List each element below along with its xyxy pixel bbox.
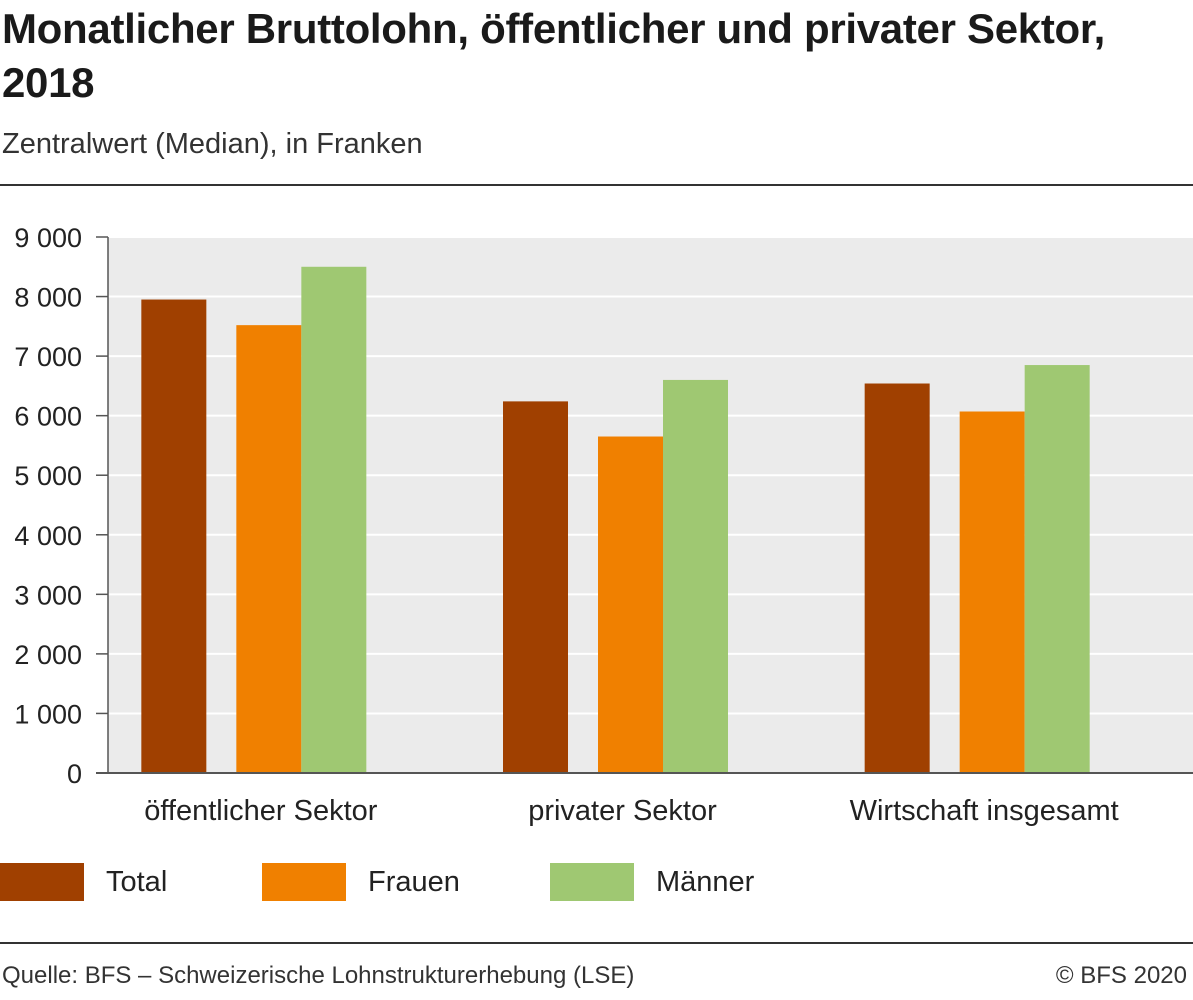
legend-swatch: [550, 863, 634, 901]
bottom-divider: [0, 942, 1193, 944]
x-category-label: privater Sektor: [528, 795, 717, 827]
bar: [959, 411, 1025, 773]
legend-label: Männer: [656, 865, 755, 898]
y-tick-label: 1 000: [14, 699, 82, 729]
y-tick-label: 9 000: [14, 223, 82, 253]
bar: [663, 379, 728, 773]
y-tick-label: 7 000: [14, 342, 82, 372]
bar-chart: 0 1 000 2 000 3 000 4 000 5 000 6 000 7 000 8 00…: [14, 223, 1193, 827]
bar: [598, 436, 663, 773]
legend-swatch: [262, 863, 346, 901]
legend-item: Total: [0, 860, 167, 904]
bar: [864, 383, 930, 773]
legend-item: Frauen: [262, 860, 460, 904]
y-tick-label: 3 000: [14, 580, 82, 610]
bar: [236, 325, 302, 773]
top-divider: [0, 184, 1193, 186]
chart-title: Monatlicher Bruttolohn, öffentlicher und…: [2, 5, 1105, 106]
copyright-note: © BFS 2020: [1055, 962, 1187, 989]
chart-subtitle: Zentralwert (Median), in Franken: [2, 128, 423, 160]
y-tick-label: 8 000: [14, 283, 82, 313]
y-tick-label: 6 000: [14, 402, 82, 432]
legend-label: Frauen: [368, 865, 460, 898]
x-category-label: Wirtschaft insgesamt: [850, 795, 1119, 827]
x-category-label: öffentlicher Sektor: [144, 795, 378, 827]
legend-item: Männer: [550, 860, 754, 904]
y-tick-label: 2 000: [14, 640, 82, 670]
bar: [503, 401, 568, 773]
bar: [141, 299, 207, 773]
source-note: Quelle: BFS – Schweizerische Lohnstruktu…: [2, 962, 635, 989]
bar: [301, 266, 367, 773]
bar: [1024, 365, 1090, 773]
legend-swatch: [0, 863, 84, 901]
y-tick-label: 0: [67, 759, 82, 789]
y-tick-label: 4 000: [14, 521, 82, 551]
y-tick-label: 5 000: [14, 461, 82, 491]
legend-label: Total: [106, 865, 168, 898]
chart-legend: Total Frauen Männer: [0, 860, 1193, 904]
